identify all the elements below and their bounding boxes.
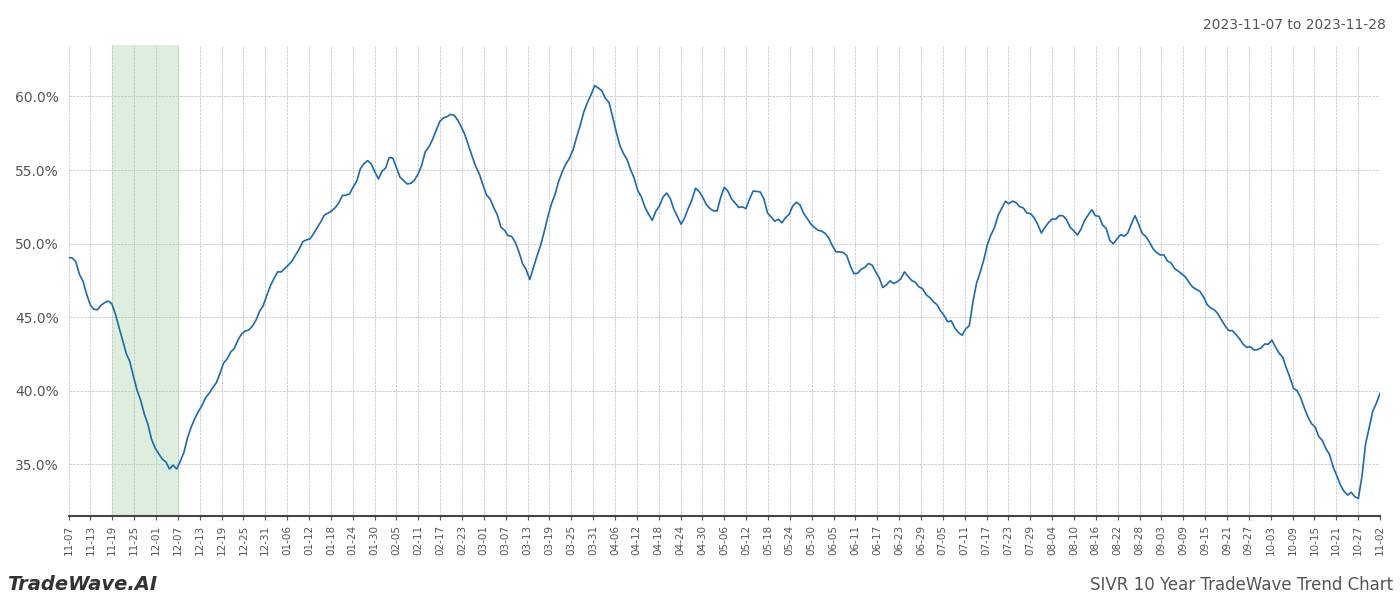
Text: TradeWave.AI: TradeWave.AI	[7, 575, 157, 594]
Text: SIVR 10 Year TradeWave Trend Chart: SIVR 10 Year TradeWave Trend Chart	[1089, 576, 1393, 594]
Bar	[112, 45, 178, 516]
Text: 2023-11-07 to 2023-11-28: 2023-11-07 to 2023-11-28	[1203, 18, 1386, 32]
